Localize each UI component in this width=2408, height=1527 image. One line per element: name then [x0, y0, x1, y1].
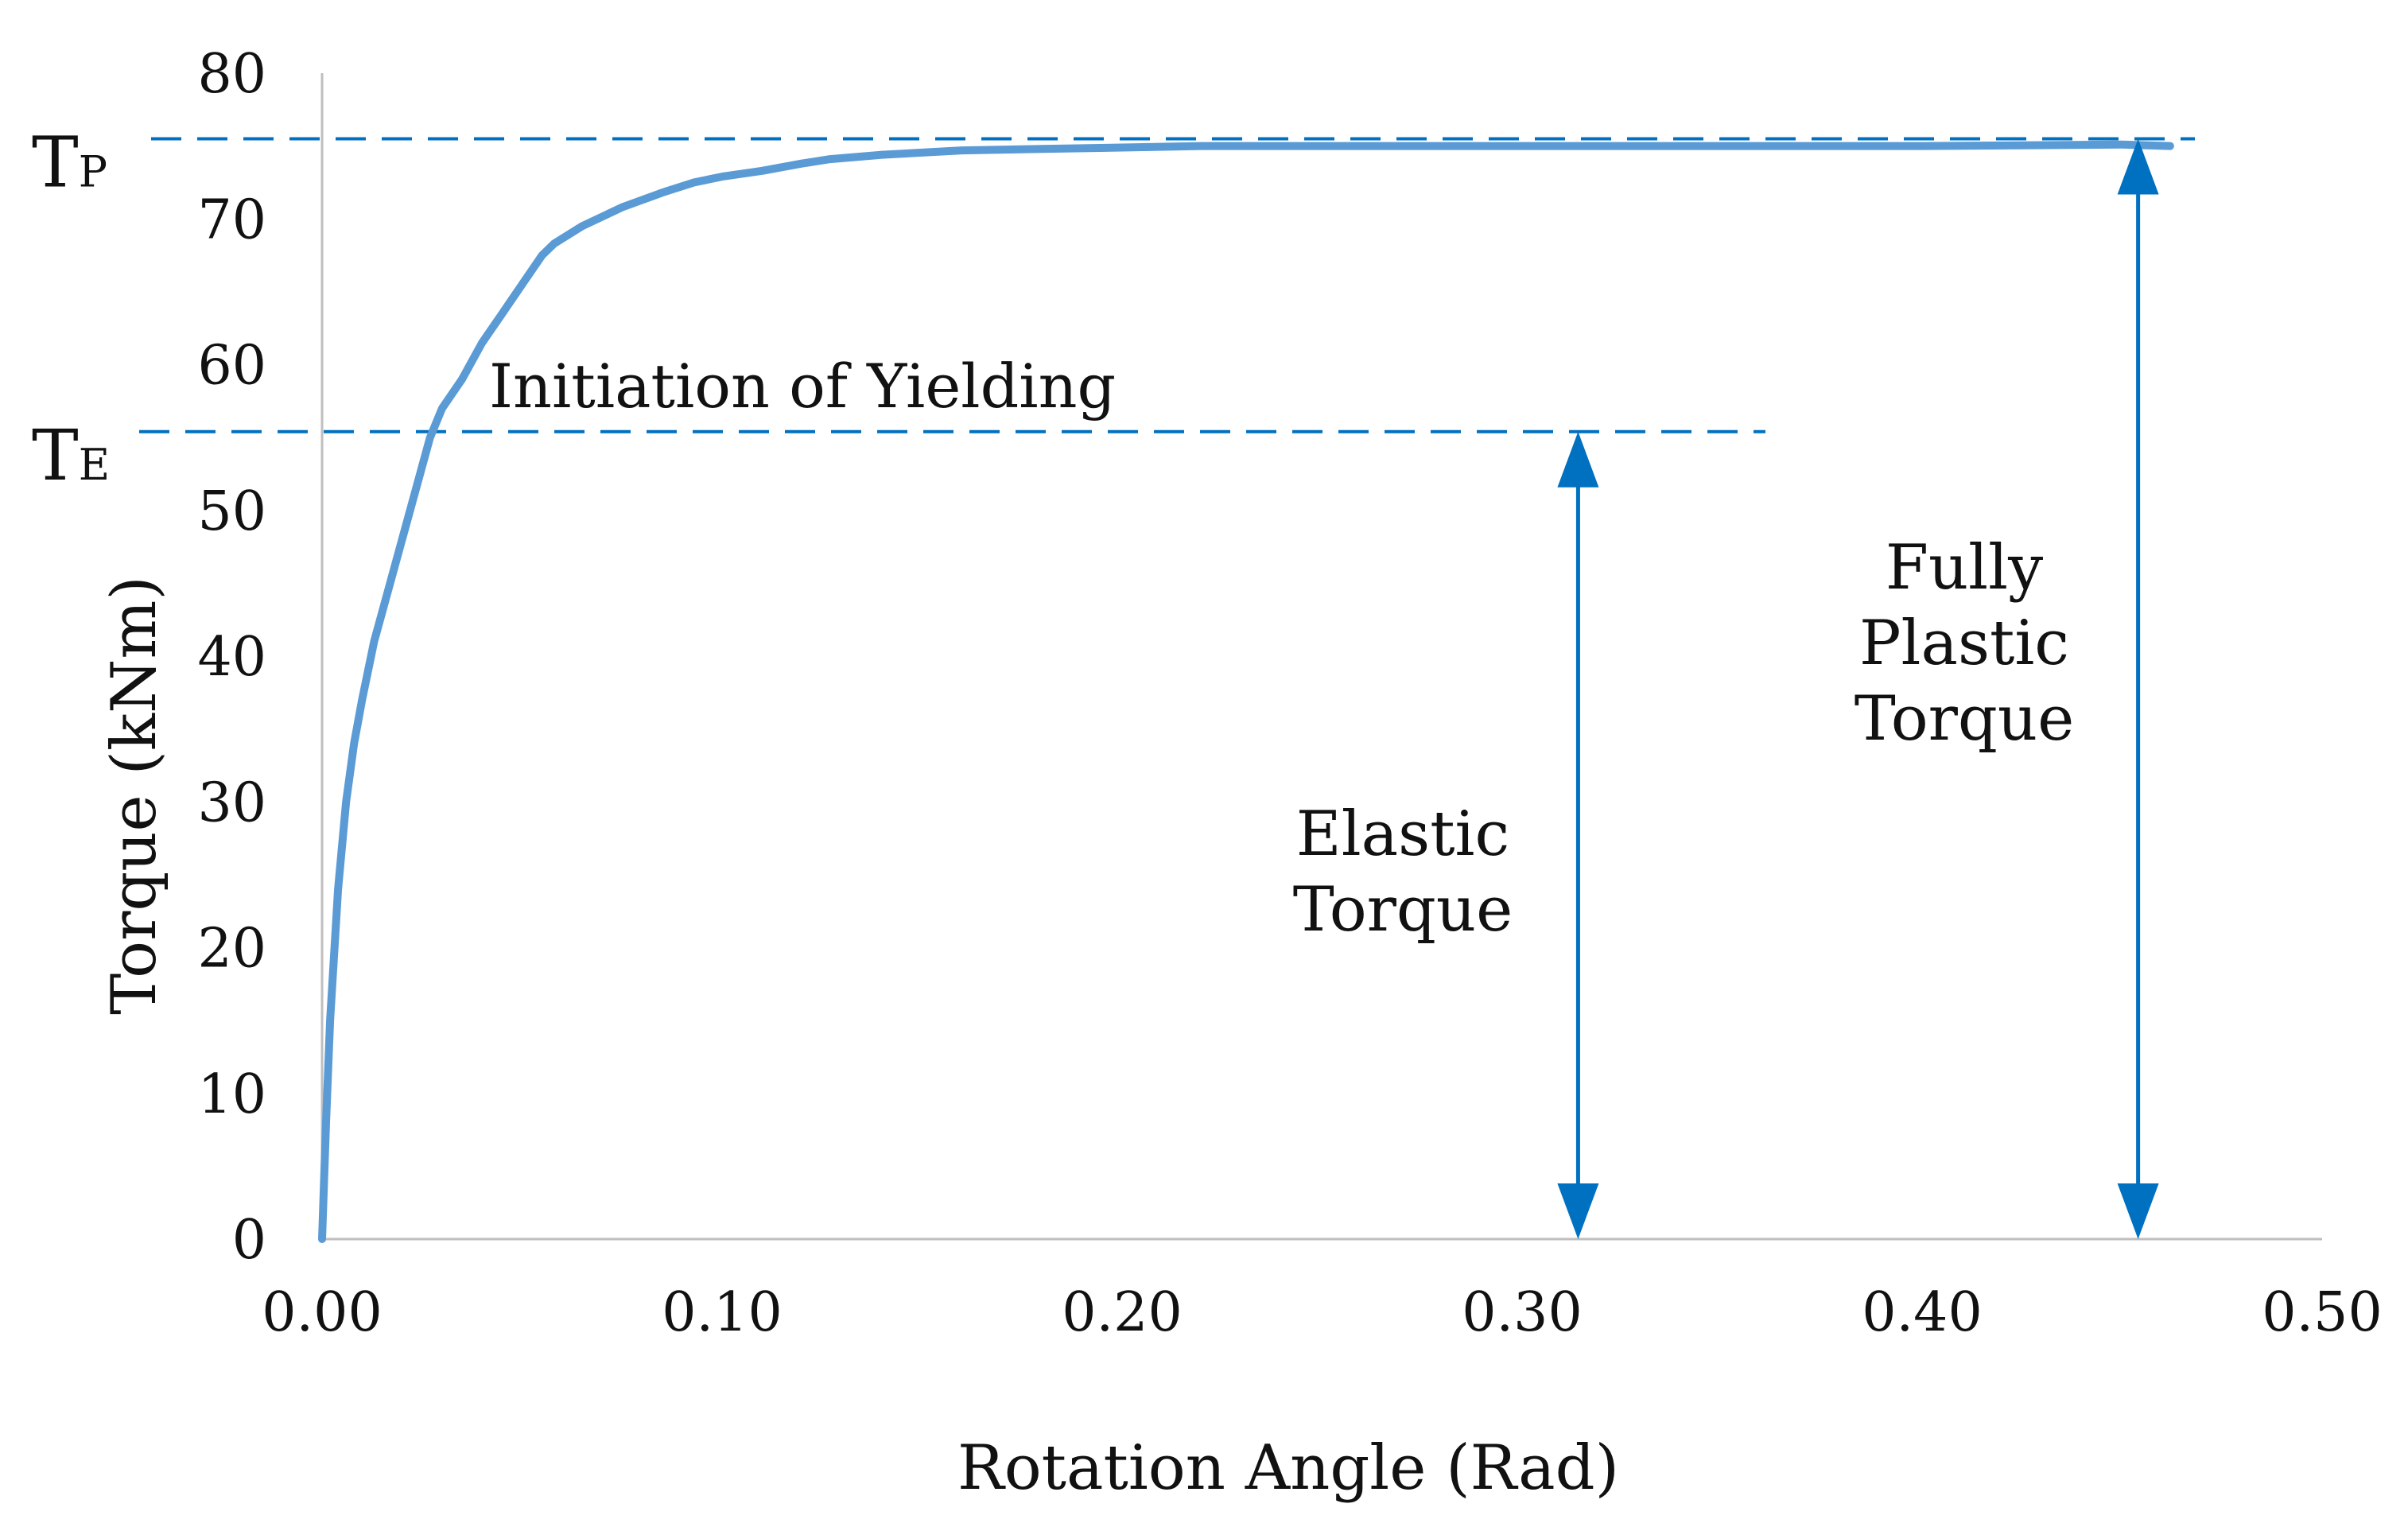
annotation-initiation-of-yielding: Initiation of Yielding [489, 351, 1116, 422]
x-tick-label: 0.40 [1862, 1281, 1982, 1344]
reference-lines [139, 137, 2195, 433]
y-tick-labels: 0 10 20 30 40 50 60 70 80 [197, 43, 266, 1272]
arrow-label-line: Plastic [1859, 608, 2069, 679]
y-tick-label: 40 [197, 626, 266, 689]
x-tick-label: 0.00 [262, 1281, 382, 1344]
y-tick-label: 10 [197, 1063, 266, 1126]
y-tick-label: 60 [197, 335, 266, 398]
y-tick-label: 70 [197, 188, 266, 251]
series-layer [318, 140, 2174, 1243]
y-tick-label: 80 [197, 43, 266, 106]
y-tick-label: 0 [232, 1209, 266, 1272]
arrow-label-line: Torque [1855, 683, 2075, 755]
y-tick-label: 30 [197, 771, 266, 834]
x-tick-label: 0.10 [662, 1281, 782, 1344]
arrow-head-up [2117, 138, 2159, 195]
arrow-head-down [2117, 1183, 2159, 1239]
x-tick-label: 0.30 [1462, 1281, 1582, 1344]
arrow-head-down [1557, 1183, 1599, 1239]
arrow-label-line: Fully [1886, 532, 2043, 604]
x-tick-labels: 0.00 0.10 0.20 0.30 0.40 0.50 [262, 1281, 2382, 1344]
reference-label-tp: TP [32, 121, 107, 203]
y-tick-label: 50 [197, 480, 266, 543]
arrow-label-line: Torque [1293, 874, 1513, 946]
x-tick-label: 0.50 [2262, 1281, 2382, 1344]
x-axis-title: Rotation Angle (Rad) [957, 1432, 1619, 1504]
arrow-label-line: Elastic [1296, 798, 1509, 870]
x-tick-label: 0.20 [1062, 1281, 1182, 1344]
y-axis-title: Torque (kNm) [99, 576, 170, 1015]
arrow-head-up [1557, 431, 1599, 488]
y-tick-label: 20 [197, 918, 266, 981]
axes [320, 73, 2322, 1241]
torque-rotation-curve [318, 140, 2174, 1243]
